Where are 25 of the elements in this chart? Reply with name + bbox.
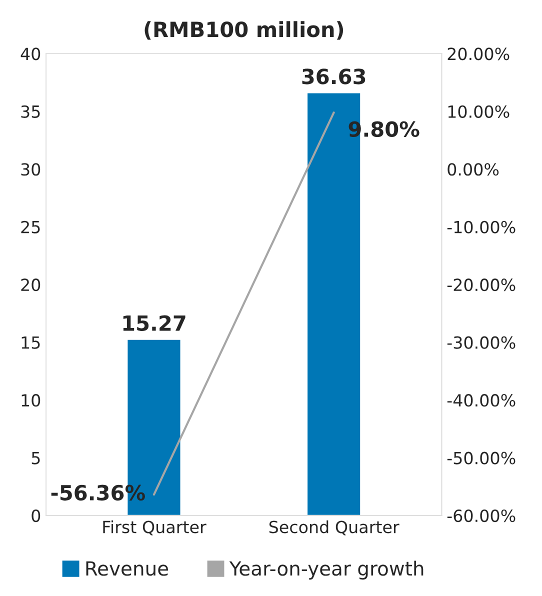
x-tick-label: First Quarter: [103, 520, 206, 536]
y2-tick-label: -50.00%: [447, 452, 516, 464]
y-tick-label: 15: [22, 336, 40, 349]
y-tick-label: 10: [22, 394, 40, 407]
y2-tick-label: -20.00%: [447, 278, 516, 292]
y2-tick-label: 0.00%: [448, 163, 499, 176]
y2-tick-label: -10.00%: [447, 220, 516, 234]
y-tick-label: 20: [21, 278, 40, 292]
y2-tick-label: 20.00%: [448, 48, 510, 60]
y-tick-label: 25: [21, 220, 40, 234]
y2-tick-label: 10.00%: [448, 105, 510, 118]
y-tick-label: 30: [21, 163, 40, 176]
legend-label: Year-on-year growth: [229, 560, 424, 580]
y-tick-label: 40: [20, 48, 40, 60]
y-tick-label: 0: [32, 510, 40, 522]
x-tick-label: Second Quarter: [269, 520, 400, 536]
y-tick-label: 35: [21, 105, 40, 118]
chart-title: (RMB100 million): [144, 21, 344, 40]
legend-label: Revenue: [86, 561, 168, 576]
data-label: 36.63: [302, 68, 366, 84]
y2-tick-label: -30.00%: [447, 336, 516, 349]
y-tick-label: 5: [32, 452, 40, 464]
y2-tick-label: -40.00%: [447, 394, 516, 407]
y2-tick-label: -60.00%: [447, 510, 516, 522]
data-label: 15.27: [123, 315, 186, 332]
